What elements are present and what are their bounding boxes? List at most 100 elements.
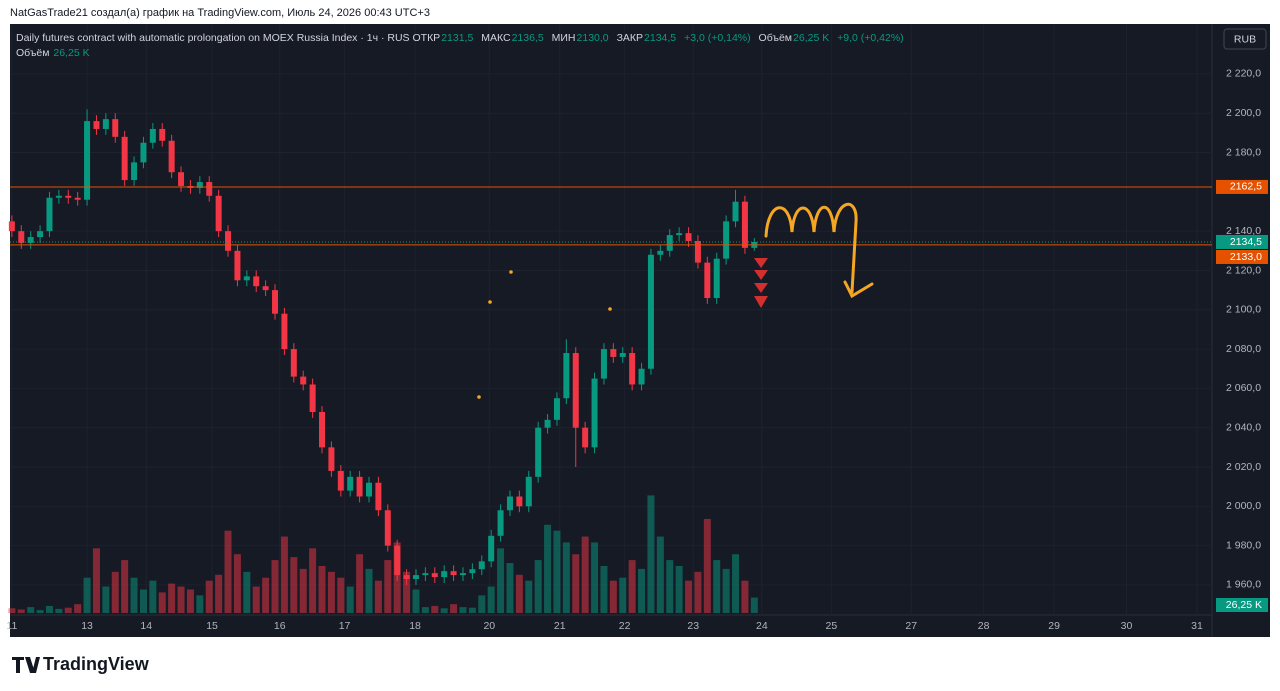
volume-bar — [309, 548, 317, 613]
legend-value: 2131,5 — [441, 32, 474, 44]
y-tick-label: 2 140,0 — [1226, 225, 1261, 237]
candle-body — [215, 195, 222, 232]
x-tick-label: 24 — [756, 620, 768, 632]
volume-bar — [694, 571, 702, 613]
volume-bar — [450, 604, 458, 613]
candle-body — [732, 201, 739, 222]
legend-key: МИН — [551, 32, 576, 44]
volume-bar — [525, 580, 533, 613]
candle-body — [281, 313, 288, 350]
candle-body — [196, 182, 203, 188]
candle-body — [412, 575, 419, 580]
candle-body — [65, 195, 72, 198]
volume-bar — [55, 608, 63, 613]
volume-bar — [497, 548, 505, 613]
volume-bar — [83, 577, 91, 613]
y-tick-label: 1 960,0 — [1226, 579, 1261, 591]
candle-body — [234, 250, 241, 281]
legend-title: Daily futures contract with automatic pr… — [16, 32, 410, 44]
candle-body — [638, 368, 645, 385]
candle-body — [262, 286, 269, 291]
x-tick-label: 13 — [81, 620, 93, 632]
x-tick-label: 20 — [483, 620, 495, 632]
legend-value: 26,25 K — [793, 32, 830, 44]
candle-body — [27, 237, 34, 243]
volume-bar — [158, 592, 166, 613]
logo-text: TradingView — [43, 654, 150, 674]
candle-body — [431, 573, 438, 578]
candle-body — [403, 575, 410, 580]
candle-body — [18, 231, 25, 243]
dot — [509, 270, 513, 274]
candle-body — [525, 476, 532, 507]
x-tick-label: 23 — [687, 620, 699, 632]
legend-key: Объём — [758, 32, 793, 44]
currency-button[interactable] — [1223, 28, 1267, 50]
volume-bar — [656, 536, 664, 613]
y-tick-label: 1 980,0 — [1226, 539, 1261, 551]
volume-bar — [64, 607, 72, 613]
volume-bar — [713, 560, 721, 613]
volume-bar — [703, 518, 711, 613]
candle-body — [272, 290, 279, 314]
volume-bar — [224, 530, 232, 613]
candle-body — [713, 258, 720, 298]
candle-body — [55, 195, 62, 198]
level-label: 2162,5 — [1230, 181, 1262, 193]
candle-body — [647, 254, 654, 369]
candle-body — [591, 378, 598, 448]
legend-row: Daily futures contract with automatic pr… — [16, 31, 909, 46]
candle-body — [516, 496, 523, 507]
candle-body — [422, 573, 429, 576]
volume-bar — [478, 595, 486, 613]
candle-body — [168, 140, 175, 173]
volume-bar — [121, 560, 129, 613]
volume-bar — [722, 568, 730, 613]
volume-bar — [92, 548, 100, 613]
volume-bar — [506, 563, 514, 613]
dot — [488, 300, 492, 304]
candle-body — [8, 221, 15, 232]
volume-bar — [233, 554, 241, 613]
volume-bar — [459, 607, 467, 613]
candle-body — [469, 569, 476, 574]
level-label-box — [1216, 249, 1268, 264]
volume-bar — [327, 571, 335, 613]
candle-body — [488, 535, 495, 562]
legend-value: 2130,0 — [576, 32, 609, 44]
volume-bar — [685, 580, 693, 613]
x-tick-label: 29 — [1048, 620, 1060, 632]
volume-bar — [600, 565, 608, 613]
volume-bar — [168, 583, 176, 613]
candle-body — [497, 510, 504, 536]
volume-label: 26,25 K — [1226, 599, 1262, 611]
volume-bar — [365, 568, 373, 613]
y-tick-label: 2 120,0 — [1226, 264, 1261, 276]
squiggle-arrow — [764, 202, 874, 299]
candle-body — [450, 571, 457, 576]
volume-bar — [74, 604, 82, 613]
x-tick-label: 22 — [619, 620, 631, 632]
last-price-label: 2134,5 — [1230, 236, 1262, 248]
candle-body — [657, 250, 664, 255]
last-price-label-box — [1216, 234, 1268, 249]
volume-bar — [318, 565, 326, 613]
volume-bar — [384, 560, 392, 613]
candle-body — [300, 376, 307, 385]
volume-bar — [177, 586, 185, 613]
legend-value: 2134,5 — [644, 32, 677, 44]
x-tick-label: 16 — [274, 620, 286, 632]
candle-body — [666, 235, 673, 251]
candle-body — [582, 427, 589, 448]
legend-key: ЗАКР — [616, 32, 644, 44]
volume-bar — [732, 554, 740, 613]
candle-body — [384, 510, 391, 546]
volume-bar — [252, 586, 260, 613]
legend-change: +9,0 (+0,42%) — [837, 32, 904, 44]
candle-body — [149, 128, 156, 143]
x-tick-label: 17 — [339, 620, 351, 632]
legend-value: 2136,5 — [511, 32, 544, 44]
volume-bar — [346, 586, 354, 613]
candle-body — [375, 482, 382, 511]
